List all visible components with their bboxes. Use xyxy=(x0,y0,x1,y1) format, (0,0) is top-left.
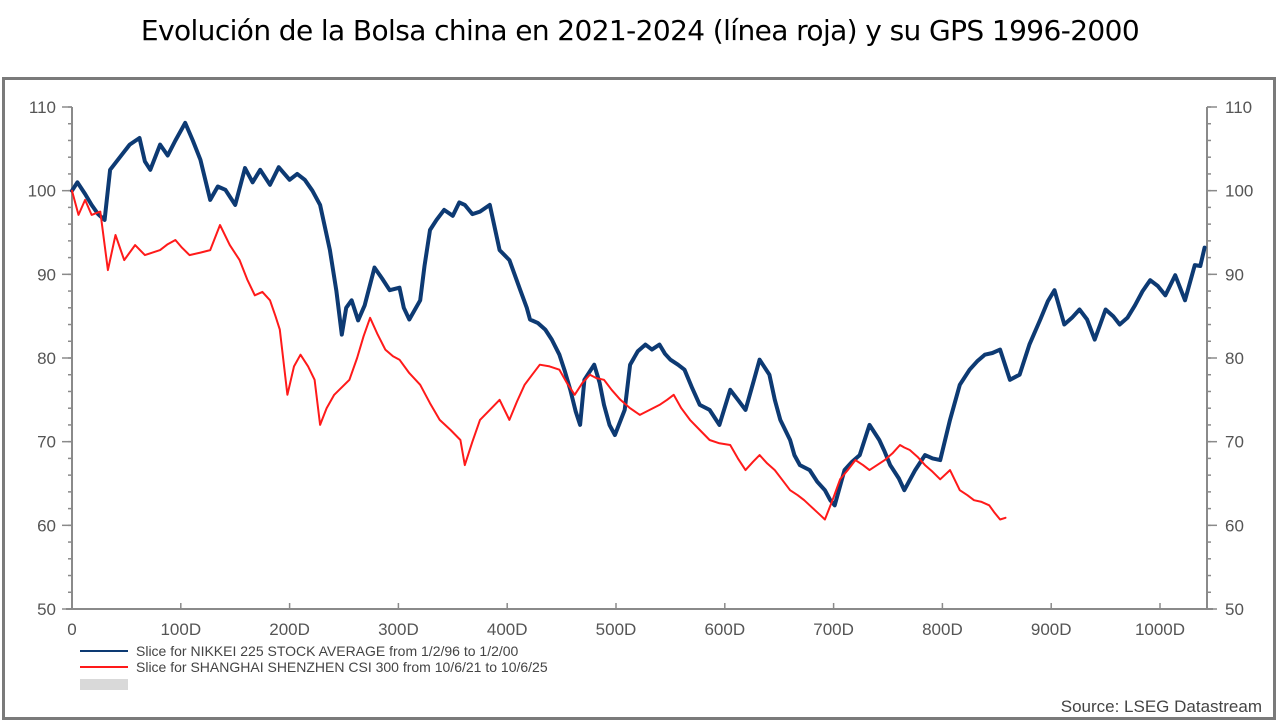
x-tick-label: 1000D xyxy=(1135,620,1185,639)
series-line-nikkei-225 xyxy=(70,120,1207,508)
y-tick-label-left: 60 xyxy=(37,516,56,535)
y-tick-label-left: 90 xyxy=(37,265,56,284)
source-label: Source: LSEG Datastream xyxy=(1061,697,1262,716)
legend-empty-swatch xyxy=(80,679,128,690)
series-layer xyxy=(70,120,1207,521)
x-tick-label: 500D xyxy=(596,620,637,639)
y-tick-label-right: 110 xyxy=(1225,98,1252,117)
x-tick-label: 800D xyxy=(922,620,963,639)
y-tick-label-right: 60 xyxy=(1225,516,1244,535)
y-tick-label-left: 80 xyxy=(37,349,56,368)
legend-label: Slice for SHANGHAI SHENZHEN CSI 300 from… xyxy=(136,659,548,675)
x-tick-label: 100D xyxy=(160,620,201,639)
y-tick-label-left: 100 xyxy=(28,182,56,201)
y-tick-label-right: 80 xyxy=(1225,349,1244,368)
x-tick-label: 300D xyxy=(378,620,419,639)
x-tick-label: 0 xyxy=(67,620,76,639)
y-tick-label-left: 70 xyxy=(37,433,56,452)
x-tick-label: 900D xyxy=(1031,620,1072,639)
x-tick-label: 400D xyxy=(487,620,528,639)
legend-label: Slice for NIKKEI 225 STOCK AVERAGE from … xyxy=(136,643,519,659)
legend: Slice for NIKKEI 225 STOCK AVERAGE from … xyxy=(80,643,548,690)
y-tick-label-right: 70 xyxy=(1225,433,1244,452)
x-tick-label: 700D xyxy=(813,620,854,639)
series-line-csi-300 xyxy=(71,189,1007,521)
x-tick-label: 200D xyxy=(269,620,310,639)
y-tick-label-left: 110 xyxy=(29,98,56,117)
x-tick-label: 600D xyxy=(704,620,745,639)
y-tick-label-left: 50 xyxy=(37,600,56,619)
page-title: Evolución de la Bolsa china en 2021-2024… xyxy=(140,14,1140,47)
chart-frame xyxy=(2,77,1276,720)
y-tick-label-right: 90 xyxy=(1225,265,1244,284)
y-tick-label-right: 100 xyxy=(1225,182,1253,201)
axes: 50 50 60 60 70 70 80 80 90 90 100 100 110 110 0 100D 200… xyxy=(28,98,1254,639)
y-tick-label-right: 50 xyxy=(1225,600,1244,619)
